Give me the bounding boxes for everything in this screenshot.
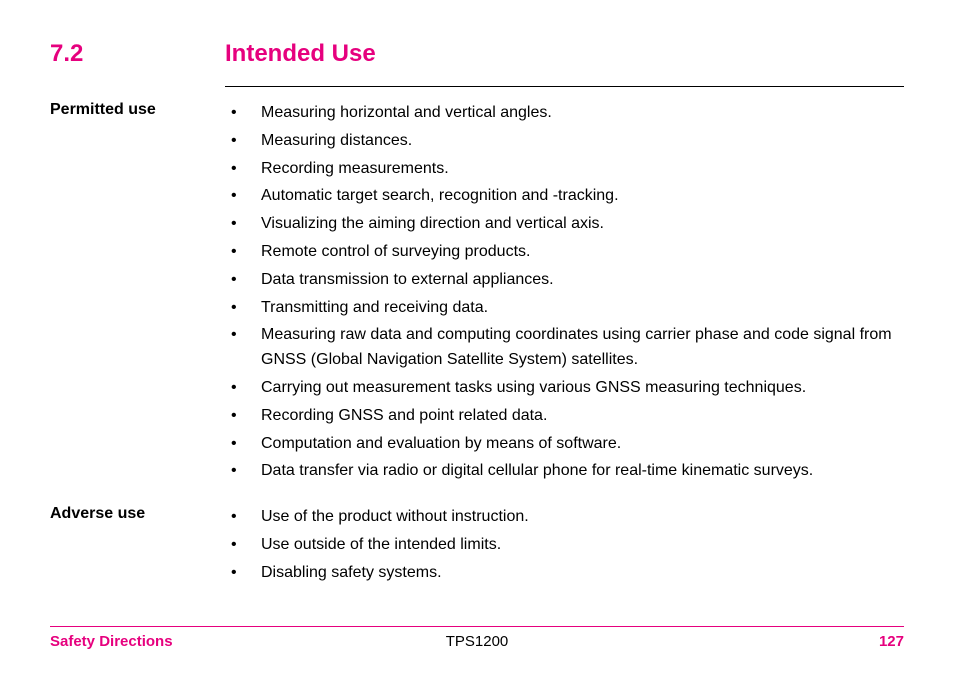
footer-document-id: TPS1200 — [50, 633, 904, 650]
list-item: •Remote control of surveying products. — [225, 240, 904, 265]
list-item: •Recording GNSS and point related data. — [225, 404, 904, 429]
list-item: •Use of the product without instruction. — [225, 505, 529, 530]
list-item-text: Recording measurements. — [261, 157, 449, 182]
bullet-icon: • — [225, 157, 261, 182]
bullet-icon: • — [225, 376, 261, 401]
bullet-icon: • — [225, 323, 261, 373]
adverse-use-list: •Use of the product without instruction.… — [225, 505, 529, 588]
list-item-text: Automatic target search, recognition and… — [261, 184, 619, 209]
list-item-text: Computation and evaluation by means of s… — [261, 432, 621, 457]
list-item-text: Disabling safety systems. — [261, 561, 442, 586]
list-item-text: Measuring distances. — [261, 129, 412, 154]
bullet-icon: • — [225, 459, 261, 484]
bullet-icon: • — [225, 404, 261, 429]
list-item: •Recording measurements. — [225, 157, 904, 182]
list-item: •Use outside of the intended limits. — [225, 533, 529, 558]
list-item-text: Remote control of surveying products. — [261, 240, 530, 265]
bullet-icon: • — [225, 184, 261, 209]
list-item-text: Data transmission to external appliances… — [261, 268, 554, 293]
list-item-text: Recording GNSS and point related data. — [261, 404, 547, 429]
list-item: •Computation and evaluation by means of … — [225, 432, 904, 457]
section-heading: 7.2 Intended Use — [50, 40, 904, 68]
list-item-text: Measuring horizontal and vertical angles… — [261, 101, 552, 126]
list-item: •Transmitting and receiving data. — [225, 296, 904, 321]
adverse-use-section: Adverse use •Use of the product without … — [225, 505, 904, 588]
footer-page-number: 127 — [879, 633, 904, 650]
list-item-text: Use outside of the intended limits. — [261, 533, 501, 558]
bullet-icon: • — [225, 212, 261, 237]
list-item: •Measuring distances. — [225, 129, 904, 154]
list-item-text: Use of the product without instruction. — [261, 505, 529, 530]
list-item-text: Data transfer via radio or digital cellu… — [261, 459, 813, 484]
list-item-text: Measuring raw data and computing coordin… — [261, 323, 904, 373]
heading-title: Intended Use — [225, 40, 376, 68]
permitted-use-section: Permitted use •Measuring horizontal and … — [225, 101, 904, 487]
bullet-icon: • — [225, 240, 261, 265]
list-item: •Measuring horizontal and vertical angle… — [225, 101, 904, 126]
list-item: •Data transfer via radio or digital cell… — [225, 459, 904, 484]
bullet-icon: • — [225, 561, 261, 586]
content-area: Permitted use •Measuring horizontal and … — [225, 86, 904, 589]
permitted-use-list: •Measuring horizontal and vertical angle… — [225, 101, 904, 487]
adverse-use-label: Adverse use — [50, 505, 225, 588]
bullet-icon: • — [225, 505, 261, 530]
list-item-text: Transmitting and receiving data. — [261, 296, 488, 321]
list-item-text: Carrying out measurement tasks using var… — [261, 376, 806, 401]
bullet-icon: • — [225, 296, 261, 321]
list-item: •Visualizing the aiming direction and ve… — [225, 212, 904, 237]
page-footer: Safety Directions TPS1200 127 — [50, 626, 904, 650]
bullet-icon: • — [225, 101, 261, 126]
bullet-icon: • — [225, 268, 261, 293]
list-item: •Automatic target search, recognition an… — [225, 184, 904, 209]
bullet-icon: • — [225, 129, 261, 154]
footer-section-name: Safety Directions — [50, 633, 173, 650]
list-item: •Measuring raw data and computing coordi… — [225, 323, 904, 373]
list-item: •Disabling safety systems. — [225, 561, 529, 586]
permitted-use-label: Permitted use — [50, 101, 225, 487]
list-item: •Carrying out measurement tasks using va… — [225, 376, 904, 401]
bullet-icon: • — [225, 432, 261, 457]
list-item-text: Visualizing the aiming direction and ver… — [261, 212, 604, 237]
bullet-icon: • — [225, 533, 261, 558]
heading-number: 7.2 — [50, 40, 225, 68]
list-item: •Data transmission to external appliance… — [225, 268, 904, 293]
